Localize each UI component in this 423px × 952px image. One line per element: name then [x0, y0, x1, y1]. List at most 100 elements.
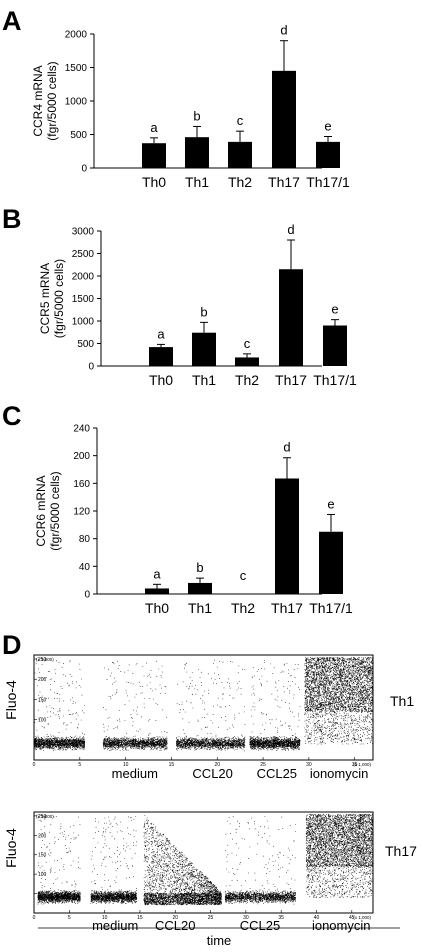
x-tick-label: 20	[172, 915, 178, 921]
significance-letter: d	[283, 440, 290, 455]
y-axis-label: (fgr/5000 cells)	[45, 61, 59, 140]
y-tick-label: 250	[38, 657, 47, 663]
y-tick-label: 0	[84, 590, 90, 601]
panel-letter-d: D	[2, 630, 22, 660]
x-tick-label: 10	[123, 762, 129, 768]
significance-letter: c	[237, 113, 244, 128]
category-label: Th0	[145, 600, 169, 616]
x-tick-label: 15	[169, 762, 175, 768]
y-tick-label: 150	[38, 853, 47, 859]
segment-label: CCL25	[257, 766, 297, 781]
segment-label: medium	[112, 766, 158, 781]
bar-th17-1	[316, 141, 340, 168]
segment-label: ionomycin	[310, 766, 369, 781]
significance-letter: a	[150, 120, 158, 135]
category-label: Th2	[235, 372, 259, 388]
bar-th0	[149, 347, 173, 366]
event-dots	[34, 657, 374, 752]
plot-name-th1: Th1	[390, 693, 414, 709]
x-multiplier: (x 1,000)	[353, 762, 371, 767]
category-label: Th1	[185, 174, 209, 190]
y-axis-label: CCR4 mRNA	[31, 65, 45, 136]
x-tick-label: 40	[314, 915, 320, 921]
segment-label: CCL25	[240, 918, 280, 933]
significance-letter: e	[331, 302, 338, 317]
bar-chart-ccr4: 0 500 1000 1500 2000 CCR4 mRNA (fgr/5000 cells…	[31, 23, 350, 190]
plot-frame	[33, 811, 374, 914]
y-tick-label: 1500	[72, 294, 95, 305]
category-label: Th1	[188, 600, 212, 616]
category-label: Th0	[142, 174, 166, 190]
y-multiplier: (x 1,000)	[36, 657, 54, 662]
y-tick-label: 500	[70, 130, 87, 141]
x-tick-label: 15	[137, 915, 143, 921]
fluo4-ylabel-th1: Fluo-4	[3, 680, 19, 720]
segment-label: ionomycin	[312, 918, 371, 933]
y-tick-label: 80	[79, 534, 91, 545]
y-tick-label: 200	[38, 833, 47, 839]
bar-chart-ccr6: 0 40 80 120 160 200 240 CCR6 mRNA (fgr/5000 cell…	[34, 424, 353, 617]
x-tick-label: 5	[78, 762, 81, 768]
y-axis-label: CCR6 mRNA	[34, 475, 48, 546]
category-label: Th17	[275, 372, 307, 388]
x-tick-label: 5	[68, 915, 71, 921]
bar-th0	[145, 588, 169, 594]
x-tick-label: 25	[208, 915, 214, 921]
bar-th2	[235, 357, 259, 366]
y-tick-label: 2000	[65, 30, 88, 41]
y-tick-label: 240	[73, 424, 90, 435]
x-tick-label: 35	[278, 915, 284, 921]
segment-label: medium	[92, 918, 138, 933]
y-axis-label: CCR5 mRNA	[38, 263, 52, 334]
y-tick-label: 120	[73, 507, 90, 518]
x-multiplier: (x 1,000)	[353, 915, 371, 920]
category-label: Th17/1	[309, 600, 353, 616]
significance-letter: b	[200, 304, 207, 319]
x-tick-label: 0	[33, 762, 36, 768]
bar-th17	[272, 70, 296, 168]
category-label: Th1	[192, 372, 216, 388]
y-tick-label: 0	[81, 164, 87, 175]
x-tick-label: 30	[306, 762, 312, 768]
y-tick-label: 40	[79, 562, 91, 573]
time-label: time	[207, 933, 232, 948]
y-tick-label: 2500	[72, 249, 95, 260]
significance-letter: d	[287, 222, 294, 237]
bar-th1	[188, 582, 212, 594]
bar-th17	[275, 478, 299, 594]
panel-letter-b: B	[2, 204, 22, 234]
y-tick-label: 1000	[65, 97, 88, 108]
y-axis-label: (fgr/5000 cells)	[52, 259, 66, 338]
bar-th2	[228, 141, 252, 168]
x-tick-label: 30	[243, 915, 249, 921]
category-label: Th17	[271, 600, 303, 616]
y-tick-label: 2000	[72, 272, 95, 283]
segment-label: CCL20	[155, 918, 195, 933]
category-label: Th17/1	[306, 174, 350, 190]
scatter-plot-th17: 50100150200250051015202530354045(x 1,000…	[33, 811, 374, 933]
x-tick-label: 35	[352, 762, 358, 768]
bar-th1	[192, 332, 216, 366]
calcium-flux-panel: Fluo-4 Fluo-4 50100150200250051015202530…	[3, 654, 417, 948]
category-label: Th0	[149, 372, 173, 388]
y-tick-label: 1500	[65, 63, 88, 74]
bar-th1	[185, 137, 209, 168]
category-label: Th2	[228, 174, 252, 190]
x-tick-label: 20	[214, 762, 220, 768]
plot-frame	[33, 654, 374, 761]
significance-letter: a	[153, 566, 161, 581]
fluo4-ylabel-th17: Fluo-4	[3, 828, 19, 868]
y-tick-label: 1000	[72, 317, 95, 328]
event-dots	[37, 813, 374, 906]
segment-label: CCL20	[192, 766, 232, 781]
significance-letter: b	[196, 560, 203, 575]
y-tick-label: 150	[38, 697, 47, 703]
panel-letter-a: A	[2, 6, 22, 36]
x-tick-label: 10	[102, 915, 108, 921]
x-tick-label: 25	[260, 762, 266, 768]
significance-letter: c	[244, 336, 251, 351]
y-tick-label: 3000	[72, 227, 95, 238]
plot-name-th17: Th17	[385, 843, 417, 859]
y-tick-label: 200	[73, 451, 90, 462]
y-tick-label: 0	[88, 362, 94, 373]
